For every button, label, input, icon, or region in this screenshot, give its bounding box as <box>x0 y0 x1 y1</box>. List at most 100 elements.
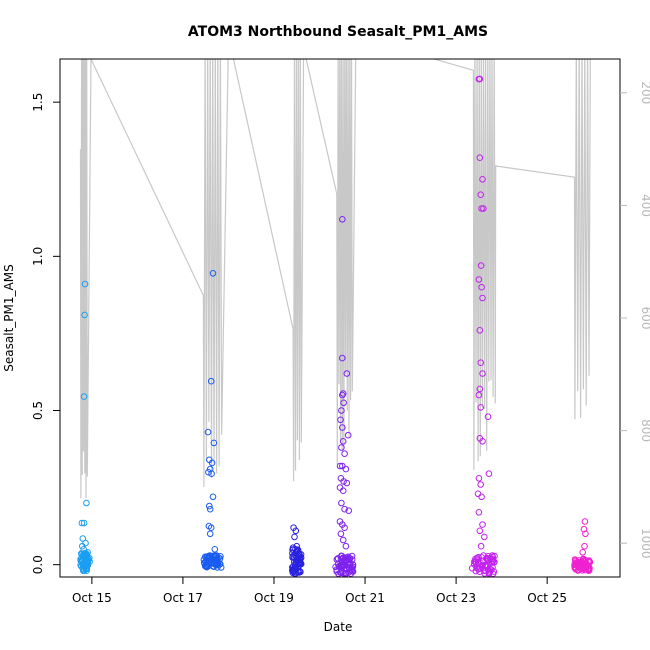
data-point <box>82 539 89 547</box>
x-tick-label: Oct 23 <box>436 591 476 605</box>
x-tick-label: Oct 17 <box>163 591 203 605</box>
y-axis-label: Seasalt_PM1_AMS <box>2 264 16 371</box>
data-point <box>295 560 302 568</box>
data-point <box>343 370 351 377</box>
data-point <box>339 487 347 495</box>
data-point <box>341 524 348 532</box>
data-point <box>338 499 345 507</box>
data-point <box>349 561 357 568</box>
data-point <box>209 556 216 564</box>
y2-tick-label: 1000 <box>639 528 650 559</box>
data-point <box>291 533 298 541</box>
data-point <box>578 560 586 567</box>
data-point <box>339 216 346 223</box>
data-point <box>210 563 218 570</box>
y2-tick-label: 200 <box>639 81 650 104</box>
x-tick-label: Oct 21 <box>345 591 385 605</box>
data-point <box>342 542 350 550</box>
x-tick-label: Oct 19 <box>254 591 294 605</box>
data-point <box>206 502 213 510</box>
data-point <box>338 407 345 414</box>
data-point <box>338 444 345 451</box>
data-point <box>81 280 89 288</box>
data-point <box>78 519 86 527</box>
data-point <box>477 542 485 550</box>
data-point <box>208 470 215 478</box>
data-point <box>475 391 483 399</box>
data-point <box>79 542 86 550</box>
data-point <box>215 554 222 561</box>
data-point <box>214 561 221 569</box>
data-point <box>293 542 301 550</box>
data-point <box>80 519 88 527</box>
data-point <box>476 327 484 334</box>
data-point <box>476 385 484 393</box>
data-point <box>340 562 347 570</box>
y-tick-label: 0.0 <box>31 555 45 574</box>
y-tick-label: 1.0 <box>31 247 45 266</box>
data-point <box>296 554 304 562</box>
data-point <box>474 559 482 567</box>
data-point <box>81 552 89 559</box>
data-point <box>203 563 211 571</box>
data-point <box>341 505 348 513</box>
data-point <box>81 311 88 319</box>
data-point <box>581 518 589 525</box>
data-point <box>292 546 299 553</box>
data-point <box>289 569 297 577</box>
data-point <box>480 552 487 559</box>
data-point <box>580 525 588 533</box>
data-point <box>337 530 345 538</box>
data-point <box>571 560 579 567</box>
y2-tick-label: 400 <box>639 194 650 217</box>
data-point <box>485 470 493 478</box>
y-tick-label: 0.5 <box>31 401 45 420</box>
data-point <box>579 549 587 556</box>
data-point <box>339 536 347 544</box>
data-point <box>476 154 484 161</box>
data-point <box>490 568 498 575</box>
data-point <box>204 428 212 436</box>
data-point <box>478 205 485 212</box>
data-point <box>489 553 497 561</box>
data-point <box>475 276 483 283</box>
y-axis: 0.0 0.5 1.0 1.5 <box>31 93 60 574</box>
data-point <box>489 557 496 564</box>
data-point <box>208 459 216 467</box>
data-point <box>343 479 351 487</box>
data-point <box>205 468 212 476</box>
data-point <box>582 530 589 538</box>
data-point <box>338 564 346 572</box>
data-point <box>341 450 348 458</box>
data-point <box>480 205 487 212</box>
data-point <box>349 563 357 571</box>
data-point <box>477 359 485 367</box>
data-point <box>475 509 483 516</box>
data-point <box>346 555 354 563</box>
data-point <box>470 560 478 568</box>
data-point <box>475 475 483 482</box>
data-point <box>336 462 344 470</box>
data-point <box>474 556 482 563</box>
data-point <box>337 416 344 424</box>
data-point <box>80 546 87 553</box>
data-point <box>342 465 350 473</box>
data-point <box>479 294 486 302</box>
data-point <box>482 562 490 570</box>
data-point <box>80 567 87 575</box>
data-point <box>477 191 485 198</box>
data-point <box>81 558 89 566</box>
data-point <box>201 560 208 568</box>
data-point <box>339 354 346 362</box>
data-point <box>475 75 483 83</box>
data-point <box>348 564 356 572</box>
data-point <box>292 560 300 567</box>
x-axis-label: Date <box>324 620 353 634</box>
data-point <box>207 377 215 385</box>
data-point <box>333 556 341 563</box>
data-point <box>206 505 214 513</box>
data-point <box>474 490 482 498</box>
data-point <box>207 524 215 532</box>
pressure-line <box>79 59 591 499</box>
